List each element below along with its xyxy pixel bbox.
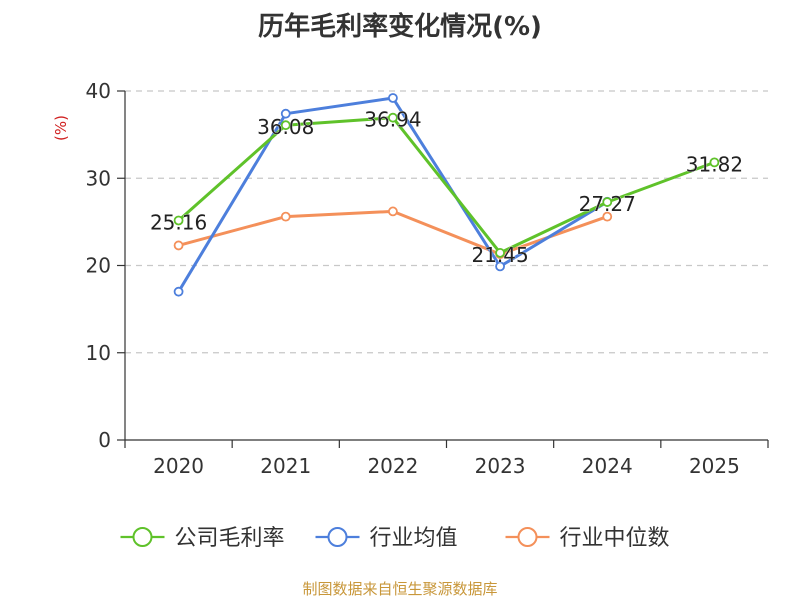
data-label: 36.94 (364, 108, 421, 132)
data-point (709, 157, 720, 168)
legend-item-2[interactable]: 行业中位数 (505, 526, 670, 551)
data-point (388, 206, 398, 217)
data-label: 31.82 (686, 152, 743, 176)
legend-item-1[interactable]: 行业均值 (315, 526, 458, 551)
data-point (173, 215, 184, 226)
data-label: 21.45 (471, 243, 528, 267)
data-point (388, 93, 398, 103)
chart-title: 历年毛利率变化情况(%) (258, 12, 542, 42)
grid-lines (125, 90, 768, 354)
data-label: 25.16 (150, 210, 207, 234)
legend-marker (327, 527, 348, 547)
data-point (280, 108, 291, 119)
y-tick-label: 10 (86, 341, 111, 365)
data-label: 27.27 (579, 192, 636, 216)
data-point (602, 211, 613, 222)
x-tick-label: 2022 (367, 454, 418, 478)
data-label: 36.08 (257, 115, 314, 139)
y-tick-label: 40 (86, 79, 111, 103)
legend-label: 行业均值 (370, 526, 458, 551)
data-point (388, 112, 398, 123)
data-point (280, 211, 291, 222)
y-tick-label: 30 (86, 166, 111, 190)
legend-marker (517, 527, 538, 547)
x-tick-label: 2023 (475, 454, 526, 478)
x-tick-label: 2024 (582, 454, 633, 478)
legend-label: 行业中位数 (560, 526, 670, 551)
data-labels: 25.16 36.08 36.94 21.45 27.27 31.82 (150, 107, 744, 267)
axes: 0 10 20 30 40 2020 2021 2022 2023 2024 2025 (86, 79, 769, 478)
legend-marker (132, 527, 153, 547)
legend-label: 公司毛利率 (175, 526, 285, 551)
y-tick-label: 0 (98, 428, 111, 452)
data-point (173, 286, 184, 297)
legend[interactable]: 公司毛利率 行业均值 行业中位数 (120, 526, 670, 551)
source-note: 制图数据来自恒生聚源数据库 (302, 580, 498, 598)
legend-item-0[interactable]: 公司毛利率 (120, 526, 285, 551)
data-point (602, 197, 613, 207)
x-tick-label: 2021 (260, 454, 311, 478)
data-point (173, 240, 184, 251)
data-point (280, 120, 291, 131)
data-point (495, 261, 505, 272)
series-line-0 (177, 116, 715, 255)
data-point (495, 247, 505, 258)
y-axis-label: (%) (52, 115, 70, 141)
y-tick-label: 20 (86, 254, 111, 278)
x-tick-label: 2020 (153, 454, 204, 478)
x-tick-label: 2025 (689, 454, 740, 478)
series (173, 93, 720, 297)
